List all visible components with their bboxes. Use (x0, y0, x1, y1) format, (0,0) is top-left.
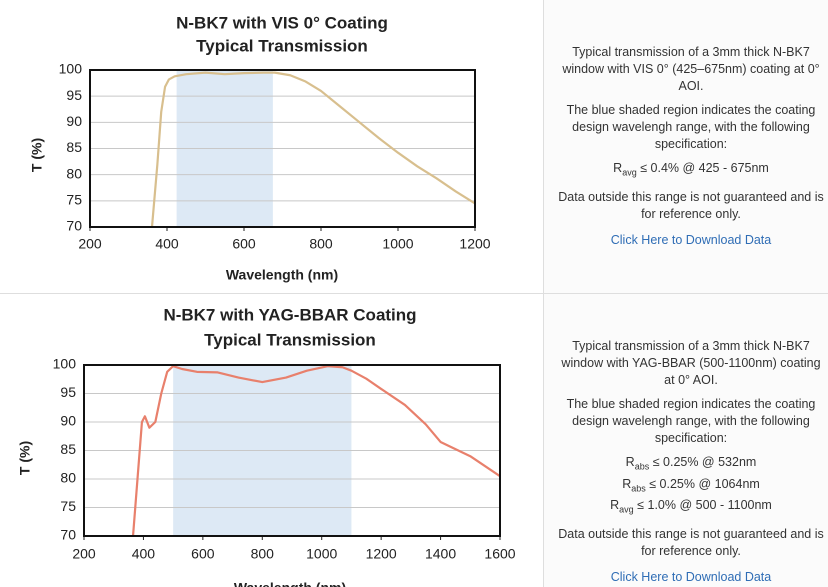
description: The blue shaded region indicates the coa… (566, 103, 816, 151)
note: Data outside this range is not guarantee… (558, 189, 824, 221)
chart-subtitle: Typical Transmission (196, 36, 368, 55)
x-tick-label: 200 (72, 546, 96, 562)
y-tick-label: 80 (66, 165, 82, 181)
spec-symbol: R (610, 498, 620, 512)
y-tick-label: 85 (60, 441, 76, 457)
x-tick-label: 800 (251, 546, 275, 562)
y-tick-label: 75 (60, 498, 76, 514)
x-tick-label: 600 (232, 236, 256, 252)
spec: Rabs ≤ 0.25% @ 532nm (558, 454, 824, 476)
spec: Ravg ≤ 1.0% @ 500 - 1100nm (558, 497, 824, 519)
y-tick-label: 80 (60, 470, 76, 486)
x-axis-label: Wavelength (nm) (226, 267, 338, 283)
y-tick-label: 100 (59, 61, 83, 77)
x-tick-label: 1200 (366, 546, 397, 562)
spec-subscript: avg (622, 167, 637, 178)
x-tick-label: 400 (155, 236, 179, 252)
spec: Ravg ≤ 0.4% @ 425 - 675nm (558, 160, 824, 182)
spec-symbol: R (622, 476, 632, 491)
x-tick-label: 200 (78, 236, 102, 252)
divider (0, 293, 828, 294)
chart: N-BK7 with VIS 0° Coating Typical Transmi… (29, 13, 491, 283)
spec-subscript: abs (631, 483, 646, 493)
chart: N-BK7 with YAG-BBAR Coating Typical Trans… (17, 305, 516, 587)
spec-text: ≤ 0.25% @ 532nm (652, 455, 757, 469)
y-tick-label: 70 (66, 218, 82, 234)
x-tick-label: 1400 (425, 546, 456, 562)
chart-subtitle: Typical Transmission (204, 330, 376, 349)
spec-subscript: abs (634, 461, 650, 472)
spec-list: Ravg ≤ 0.4% @ 425 - 675nm (558, 160, 824, 182)
chart-title: N-BK7 with VIS 0° Coating (176, 13, 388, 32)
spec-text: ≤ 0.4% @ 425 - 675nm (640, 161, 769, 175)
spec-symbol: R (613, 161, 623, 175)
y-tick-label: 95 (66, 87, 82, 103)
x-tick-label: 1200 (459, 236, 490, 252)
y-tick-label: 95 (60, 384, 76, 400)
x-tick-label: 1000 (306, 546, 337, 562)
data-line (150, 71, 476, 228)
x-tick-label: 1000 (382, 236, 413, 252)
spec: Rabs ≤ 0.25% @ 1064nm (558, 476, 824, 498)
chart-title: N-BK7 with YAG-BBAR Coating (163, 305, 416, 324)
spec-text: ≤ 1.0% @ 500 - 1100nm (637, 498, 772, 512)
y-tick-label: 70 (60, 527, 76, 543)
y-tick-label: 100 (53, 356, 77, 372)
y-tick-label: 90 (66, 113, 82, 129)
info-panel: Typical transmission of a 3mm thick N-BK… (543, 294, 828, 587)
description: The blue shaded region indicates the coa… (566, 397, 816, 445)
download-link[interactable]: Click Here to Download Data (610, 569, 772, 584)
y-tick-label: 90 (60, 413, 76, 429)
plot-frame (83, 364, 501, 537)
y-axis-label: T (%) (29, 138, 45, 172)
info-panel: Typical transmission of a 3mm thick N-BK… (543, 0, 828, 293)
note: Data outside this range is not guarantee… (558, 526, 824, 558)
y-axis-label: T (%) (17, 441, 33, 475)
x-tick-label: 600 (191, 546, 215, 562)
data-line (131, 365, 501, 537)
x-tick-label: 400 (132, 546, 156, 562)
description: Typical transmission of a 3mm thick N-BK… (562, 45, 820, 93)
spec-subscript: avg (619, 504, 634, 515)
y-tick-label: 85 (66, 139, 82, 155)
x-axis-label: Wavelength (nm) (234, 580, 346, 587)
plot-frame (89, 69, 476, 228)
download-link[interactable]: Click Here to Download Data (610, 232, 772, 247)
y-tick-label: 75 (66, 192, 82, 208)
description: Typical transmission of a 3mm thick N-BK… (561, 339, 821, 387)
spec-list: Rabs ≤ 0.25% @ 532nm Rabs ≤ 0.25% @ 1064n… (558, 454, 824, 519)
x-tick-label: 800 (309, 236, 333, 252)
spec-text: ≤ 0.25% @ 1064nm (649, 476, 760, 491)
spec-symbol: R (625, 455, 635, 469)
x-tick-label: 1600 (484, 546, 515, 562)
